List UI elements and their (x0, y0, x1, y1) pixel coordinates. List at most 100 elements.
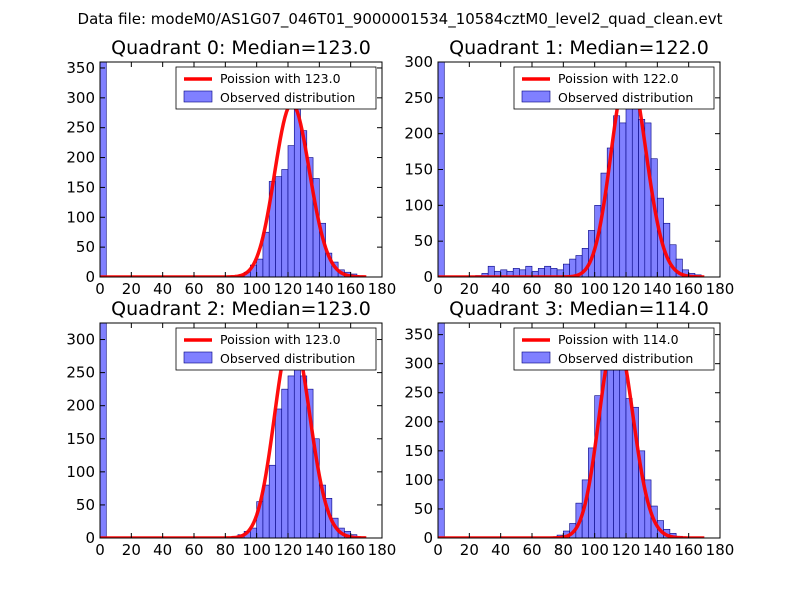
x-tick-label: 20 (460, 541, 479, 559)
y-tick-label: 0 (423, 268, 433, 286)
y-axis: 0 50 100 150 200 250 300 350 (404, 326, 720, 547)
legend-label-poisson: Poission with 114.0 (558, 332, 679, 347)
histogram-bar (613, 351, 621, 538)
y-tick-label: 200 (404, 125, 433, 143)
subplot-title: Quadrant 1: Median=122.0 (449, 37, 709, 59)
x-tick-label: 180 (368, 541, 397, 559)
y-tick-label: 150 (404, 161, 433, 179)
x-tick-label: 160 (674, 280, 703, 298)
histogram-bar (281, 169, 289, 277)
x-axis: 0 20 40 60 80 100 120 140 160 180 (433, 62, 734, 298)
y-tick-label: 300 (66, 89, 95, 107)
legend: Poission with 123.0 Observed distribution (175, 327, 377, 371)
y-tick-label: 0 (423, 529, 433, 547)
legend-label-poisson: Poission with 123.0 (220, 71, 341, 86)
plot-area (438, 323, 705, 538)
x-tick-label: 180 (706, 541, 735, 559)
subplot-grid: Quadrant 0: Median=123.00 20 40 60 80 100 120 1… (66, 37, 734, 559)
x-tick-label: 120 (274, 541, 303, 559)
legend-bar-swatch (183, 90, 213, 103)
legend: Poission with 114.0 Observed distribution (513, 327, 715, 371)
y-tick-label: 100 (66, 208, 95, 226)
y-tick-label: 150 (404, 442, 433, 460)
y-tick-label: 200 (66, 149, 95, 167)
x-tick-label: 40 (153, 280, 172, 298)
histogram-bar (675, 258, 683, 277)
subplot-title: Quadrant 2: Median=123.0 (111, 298, 371, 320)
x-tick-label: 140 (305, 541, 334, 559)
x-tick-label: 180 (368, 280, 397, 298)
x-tick-label: 140 (643, 541, 672, 559)
y-tick-label: 150 (66, 430, 95, 448)
y-tick-label: 0 (85, 529, 95, 547)
x-tick-label: 160 (336, 280, 365, 298)
x-tick-label: 0 (95, 541, 105, 559)
y-axis: 0 50 100 150 200 250 300 350 (66, 59, 382, 286)
x-tick-label: 160 (674, 541, 703, 559)
legend-bar-swatch (183, 351, 213, 364)
x-tick-label: 0 (433, 541, 443, 559)
y-tick-label: 50 (414, 232, 433, 250)
legend-label-observed: Observed distribution (558, 351, 693, 366)
histogram-bar (100, 323, 107, 538)
histogram-bar (625, 398, 633, 538)
x-tick-label: 60 (522, 541, 541, 559)
legend-label-poisson: Poission with 122.0 (558, 71, 679, 86)
legend: Poission with 122.0 Observed distribution (513, 66, 715, 110)
axes-frame (99, 61, 383, 278)
x-axis: 0 20 40 60 80 100 120 140 160 180 (95, 323, 396, 559)
subplot-quadrant-0: Quadrant 0: Median=123.00 20 40 60 80 100 120 1… (66, 37, 396, 298)
y-tick-label: 150 (66, 178, 95, 196)
y-axis: 0 50 100 150 200 250 300 (404, 53, 720, 286)
histogram-bar (256, 258, 264, 277)
legend-label-observed: Observed distribution (558, 90, 693, 105)
x-tick-label: 80 (216, 280, 235, 298)
y-tick-label: 250 (66, 119, 95, 137)
histogram-bar (438, 323, 445, 538)
histogram-bar (606, 348, 614, 538)
y-tick-label: 250 (66, 364, 95, 382)
histogram-bar (275, 176, 283, 277)
y-tick-label: 350 (404, 326, 433, 344)
y-tick-label: 300 (66, 331, 95, 349)
y-tick-label: 50 (76, 496, 95, 514)
subplot-quadrant-1: Quadrant 1: Median=122.00 20 40 60 80 100 120 1… (404, 37, 734, 298)
histogram-bar (300, 375, 308, 538)
x-tick-label: 100 (580, 541, 609, 559)
histogram-bar (293, 103, 301, 277)
x-tick-label: 40 (153, 541, 172, 559)
x-tick-label: 60 (184, 280, 203, 298)
y-tick-label: 300 (404, 355, 433, 373)
y-axis: 0 50 100 150 200 250 300 (66, 331, 382, 547)
y-tick-label: 50 (414, 500, 433, 518)
histogram-bar (631, 90, 639, 277)
poisson-curve (438, 332, 705, 538)
axes-frame (99, 322, 383, 539)
x-tick-label: 80 (554, 541, 573, 559)
histogram-bar (287, 375, 295, 538)
x-tick-label: 0 (95, 280, 105, 298)
legend-bar-swatch (521, 351, 551, 364)
y-tick-label: 100 (404, 196, 433, 214)
x-axis: 0 20 40 60 80 100 120 140 160 180 (95, 62, 396, 298)
histogram-bar (268, 464, 276, 538)
legend-label-observed: Observed distribution (220, 90, 355, 105)
x-tick-label: 60 (522, 280, 541, 298)
legend-bar-swatch (521, 90, 551, 103)
x-tick-label: 80 (554, 280, 573, 298)
legend-label-observed: Observed distribution (220, 351, 355, 366)
subplot-quadrant-2: Quadrant 2: Median=123.00 20 40 60 80 100 120 1… (66, 298, 396, 559)
subplot-title: Quadrant 0: Median=123.0 (111, 37, 371, 59)
x-tick-label: 100 (242, 280, 271, 298)
x-tick-label: 160 (336, 541, 365, 559)
x-tick-label: 120 (612, 280, 641, 298)
x-tick-label: 140 (305, 280, 334, 298)
histogram-bar (100, 62, 107, 277)
x-tick-label: 120 (612, 541, 641, 559)
x-tick-label: 100 (580, 280, 609, 298)
y-tick-label: 100 (66, 463, 95, 481)
y-tick-label: 300 (404, 53, 433, 71)
y-tick-label: 250 (404, 89, 433, 107)
histogram-bar (281, 388, 289, 538)
